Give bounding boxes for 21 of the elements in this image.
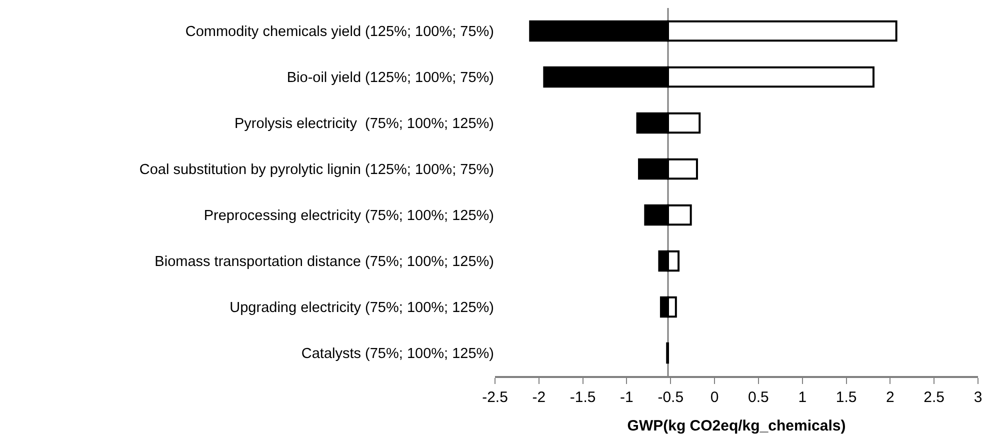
x-tick-label: -1	[620, 388, 634, 406]
x-tick-label: 3	[974, 388, 982, 406]
y-tick-label: Catalysts (75%; 100%; 125%)	[301, 346, 494, 362]
y-tick-label: Commodity chemicals yield (125%; 100%; 75%)	[185, 24, 494, 40]
x-tick-label: -2	[532, 388, 546, 406]
x-tick-label: 0	[710, 388, 719, 406]
x-tick-label: 1.5	[836, 388, 857, 406]
x-tick-label: 2	[886, 388, 894, 406]
y-tick-label: Pyrolysis electricity (75%; 100%; 125%)	[234, 116, 494, 132]
x-tick-label: -2.5	[482, 388, 508, 406]
x-tick-label: 1	[798, 388, 807, 406]
x-tick-label: 2.5	[924, 388, 945, 406]
x-tick-label: 0.5	[748, 388, 769, 406]
x-tick-label: -1.5	[570, 388, 596, 406]
y-tick-label: Coal substitution by pyrolytic lignin (125%; 100%; 75%)	[139, 162, 494, 178]
y-tick-label: Upgrading electricity (75%; 100%; 125%)	[230, 300, 494, 316]
y-tick-label: Preprocessing electricity (75%; 100%; 125%)	[204, 208, 494, 224]
x-axis-title: GWP(kg CO2eq/kg_chemicals)	[627, 417, 846, 434]
x-tick-label: -0.5	[658, 388, 684, 406]
y-tick-label: Biomass transportation distance (75%; 100%; 125%)	[154, 254, 494, 270]
y-tick-label: Bio-oil yield (125%; 100%; 75%)	[286, 70, 494, 86]
